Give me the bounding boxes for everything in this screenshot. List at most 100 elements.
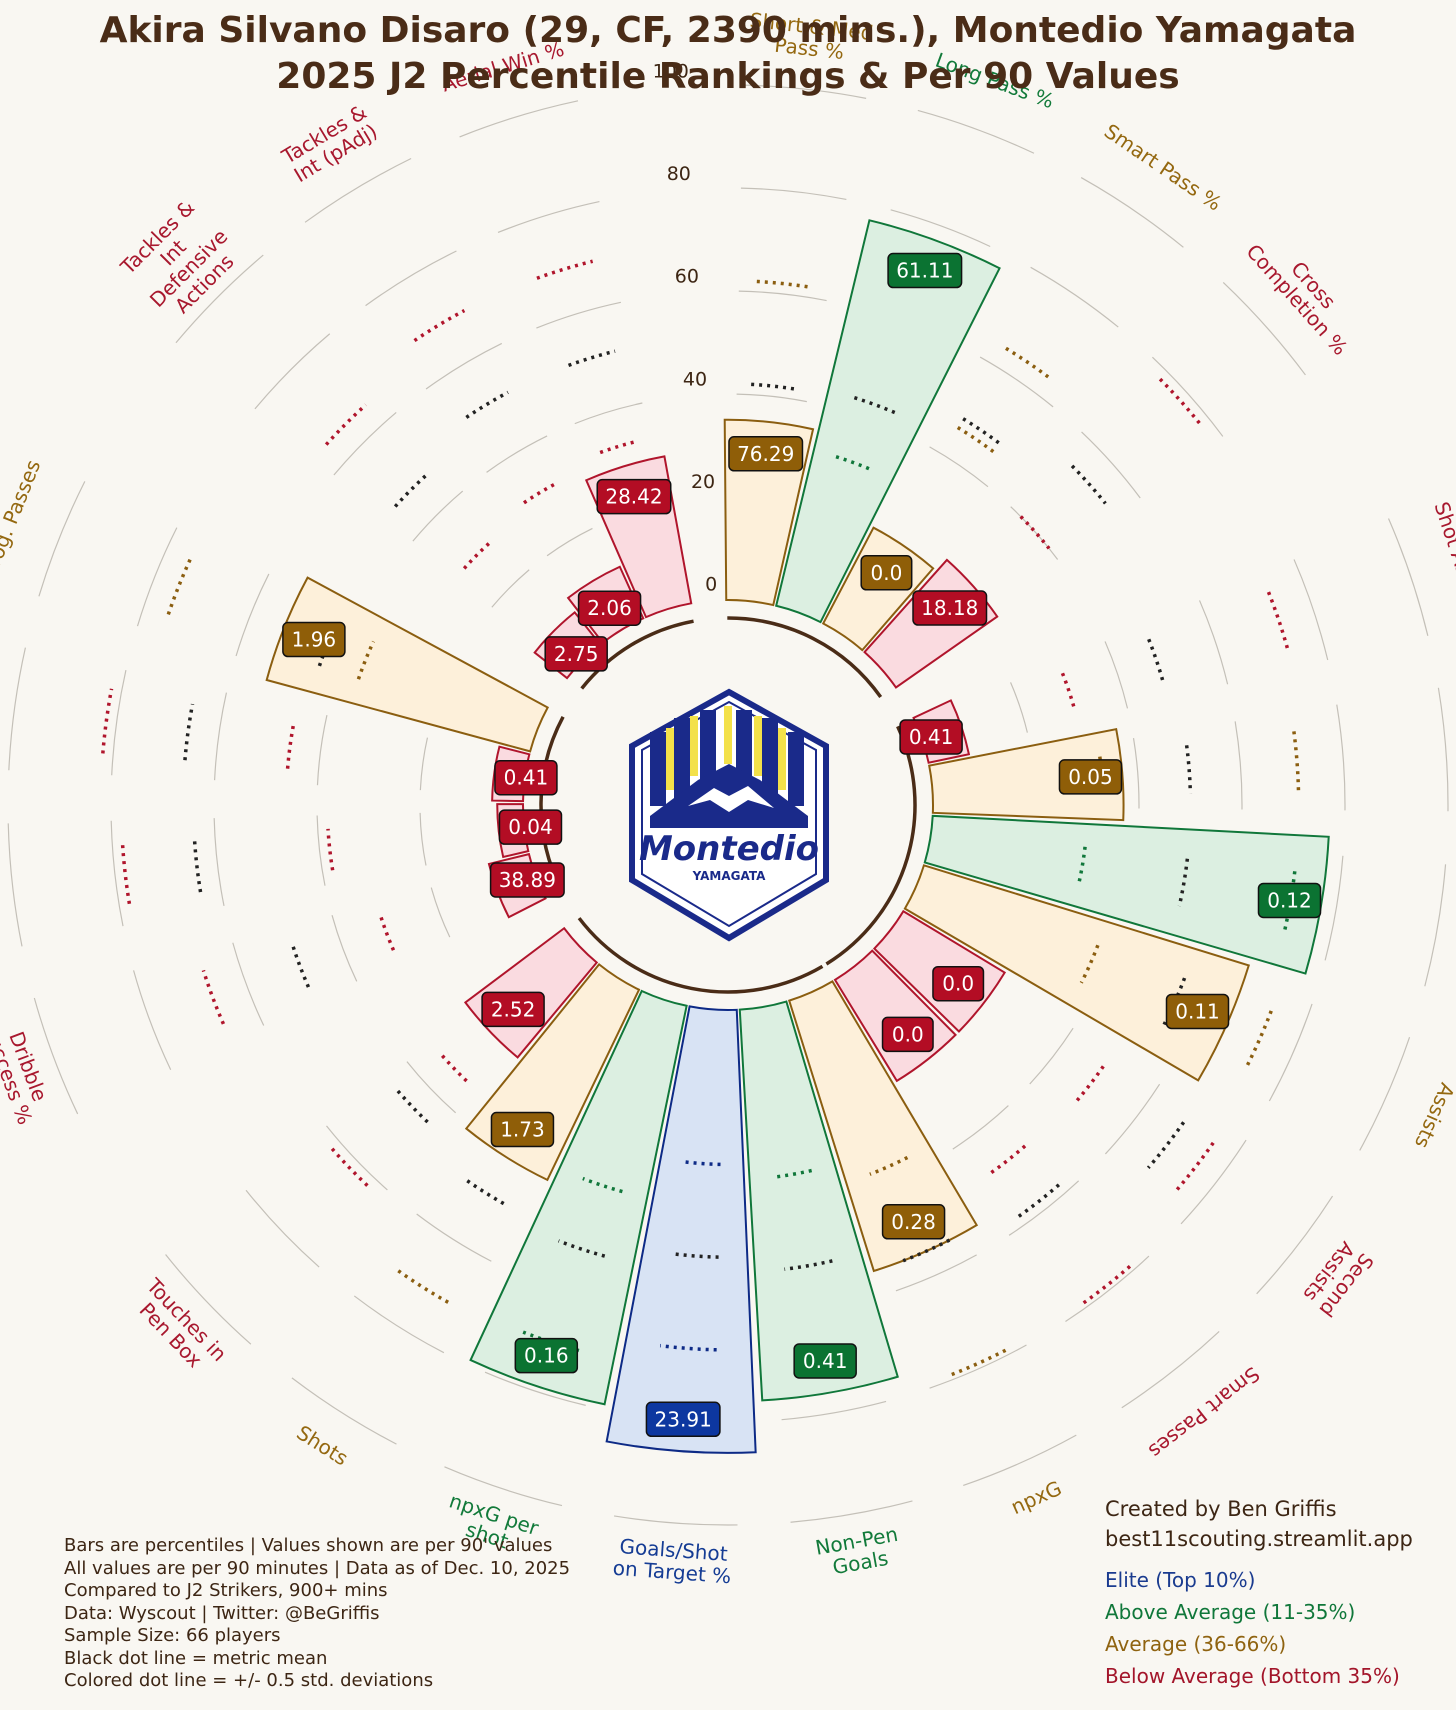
grid-arc: [412, 490, 464, 542]
title-line-1: Akira Silvano Disaro (29, CF, 2390 mins.…: [99, 10, 1357, 51]
std-dot-line: [522, 481, 558, 505]
grid-arc: [1234, 721, 1243, 810]
grid-arc: [136, 527, 178, 627]
metric-label: Short & MedPass %: [746, 8, 874, 67]
grid-arc: [781, 1400, 887, 1421]
metric-label: Tackles &Int (pAdj): [277, 100, 382, 188]
value-label: 2.75: [544, 636, 608, 672]
std-dot-line: [438, 1051, 468, 1083]
footnotes: Bars are percentiles | Values shown are …: [64, 1535, 570, 1693]
group-bracket: [580, 619, 694, 690]
mean-dot-line: [393, 472, 430, 508]
grid-arc: [8, 647, 26, 771]
grid-arc: [430, 887, 451, 938]
grid-arc: [952, 1105, 1009, 1150]
svg-text:28.42: 28.42: [605, 485, 662, 509]
mean-dot-line: [394, 1088, 429, 1124]
group-bracket: [577, 917, 824, 994]
svg-text:0.04: 0.04: [508, 815, 553, 839]
grid-arc: [110, 820, 124, 927]
radial-tick-label: 0: [705, 574, 717, 596]
metric-label: npxG: [1007, 1476, 1065, 1519]
legend-elite: Elite (Top 10%): [1105, 1568, 1256, 1592]
std-dot-line: [1078, 1264, 1132, 1307]
grid-arc: [1424, 864, 1447, 987]
chart-title: Akira Silvano Disaro (29, CF, 2390 mins.…: [0, 8, 1456, 100]
grid-arc: [1104, 641, 1129, 709]
svg-text:0.0: 0.0: [871, 561, 903, 585]
value-label: 0.28: [881, 1204, 946, 1240]
svg-text:38.89: 38.89: [499, 868, 556, 892]
note-line: Sample Size: 66 players: [64, 1625, 281, 1646]
grid-arc: [132, 970, 172, 1070]
svg-text:0.41: 0.41: [803, 1349, 848, 1373]
grid-arc: [497, 200, 600, 234]
mean-dot-line: [1016, 1183, 1061, 1219]
montedio-logo: Montedio YAMAGATA: [629, 688, 829, 942]
value-label: 0.41: [494, 759, 558, 796]
std-dot-line: [599, 439, 638, 455]
std-dot-line: [835, 455, 873, 472]
grid-arc: [1010, 682, 1028, 733]
value-label: 0.0: [881, 1016, 934, 1053]
metric-label: Non-PenGoals: [813, 1522, 903, 1582]
bar: [469, 989, 688, 1406]
note-line: Black dot line = metric mean: [64, 1647, 328, 1669]
grid-arc: [1324, 855, 1344, 961]
grid-arc: [316, 715, 328, 786]
grid-arc: [425, 342, 503, 390]
grid-arc: [574, 402, 643, 425]
std-dot-line: [1079, 944, 1100, 984]
grid-arc: [740, 187, 847, 201]
std-dot-line: [201, 969, 226, 1025]
grid-arc: [536, 301, 622, 329]
metric-label: Tackles &IntDefensiveActions: [114, 193, 248, 327]
grid-arc: [254, 333, 331, 410]
grid-arc: [736, 393, 807, 403]
std-dot-line: [582, 1176, 623, 1194]
value-label: 0.05: [1058, 759, 1123, 795]
mean-dot-line: [462, 1176, 505, 1206]
note-line: Compared to J2 Strikers, 900+ mins: [64, 1580, 388, 1601]
bar: [787, 980, 979, 1273]
mean-dot-line: [192, 836, 203, 893]
value-label: 0.12: [1257, 882, 1322, 919]
grid-arc: [304, 157, 412, 223]
legend-average: Average (36-66%): [1105, 1632, 1287, 1656]
grid-arc: [419, 812, 427, 866]
std-dot-line: [378, 914, 396, 951]
svg-text:1.96: 1.96: [292, 628, 337, 652]
metric-label: SecondAssists: [1297, 1235, 1378, 1321]
value-label: 1.73: [490, 1111, 555, 1148]
svg-text:2.52: 2.52: [491, 997, 536, 1021]
radial-tick-label: 40: [683, 368, 707, 390]
svg-text:2.75: 2.75: [554, 642, 599, 666]
mean-dot-line: [183, 703, 195, 761]
grid-arc: [353, 1295, 445, 1354]
grid-arc: [1008, 1180, 1080, 1236]
grid-arc: [316, 815, 326, 886]
grid-arc: [491, 569, 530, 608]
value-label: 0.41: [899, 719, 963, 755]
legend-below-average: Below Average (Bottom 35%): [1105, 1664, 1400, 1688]
std-dot-line: [1060, 672, 1077, 710]
std-dot-line: [166, 556, 193, 615]
grid-arc: [1198, 600, 1229, 685]
std-dot-line: [773, 1168, 813, 1179]
mean-dot-line: [962, 417, 1003, 447]
grid-arc: [484, 1371, 586, 1406]
value-label: 76.29: [728, 436, 804, 472]
grid-arc: [743, 84, 867, 99]
std-dot-line: [1072, 1065, 1105, 1106]
svg-text:0.0: 0.0: [942, 972, 974, 996]
grid-arc: [929, 1344, 1027, 1389]
std-dot-line: [869, 1155, 909, 1176]
std-dot-line: [1005, 346, 1053, 382]
std-dot-line: [956, 426, 997, 455]
std-dot-line: [356, 640, 376, 680]
std-dot-line: [1019, 515, 1051, 550]
mean-dot-line: [751, 382, 795, 391]
mean-dot-line: [290, 941, 311, 988]
mean-dot-line: [567, 349, 616, 368]
svg-text:2.06: 2.06: [587, 596, 632, 620]
